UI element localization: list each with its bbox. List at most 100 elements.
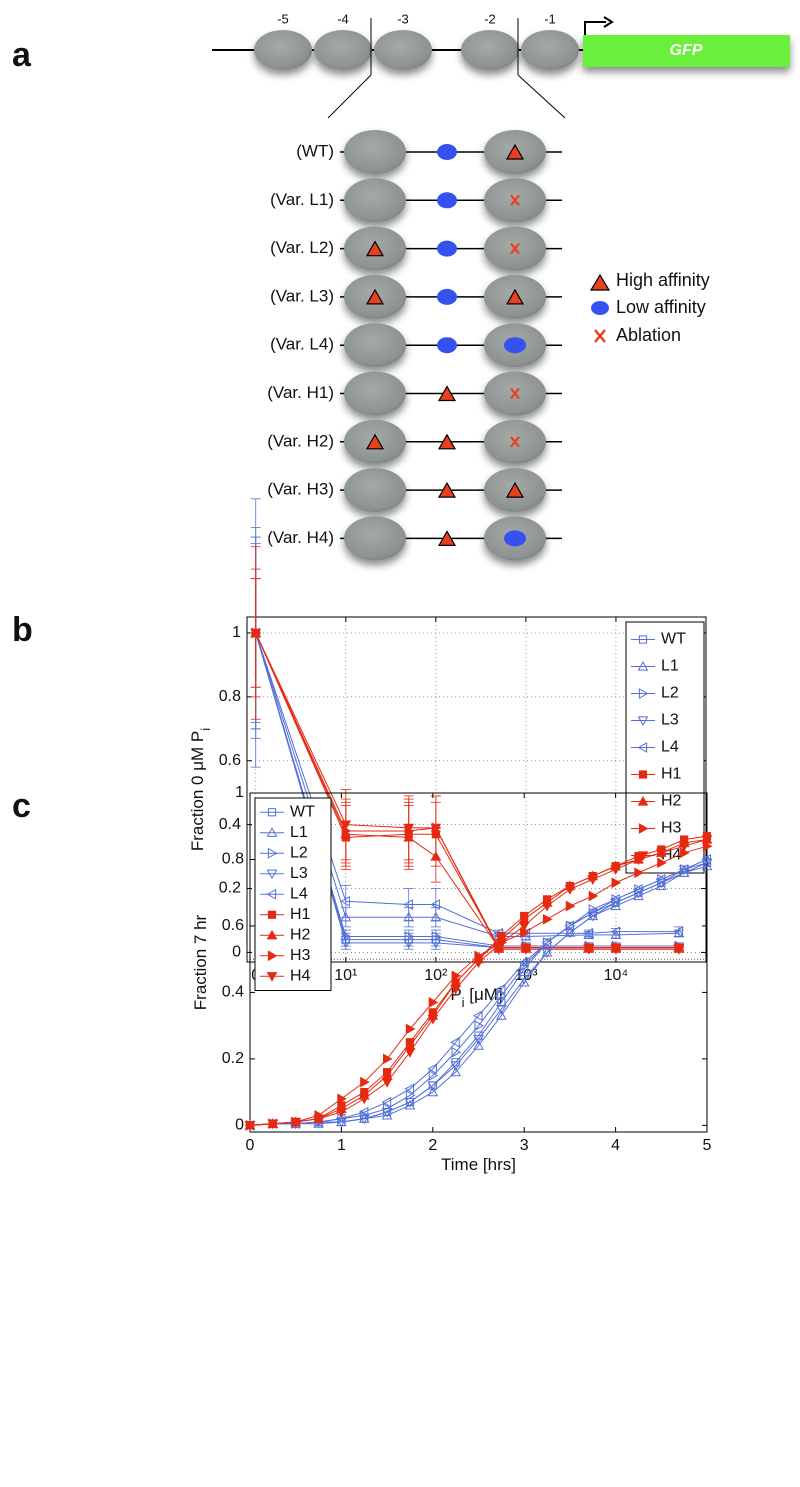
marker	[610, 926, 621, 938]
legend-text: Ablation	[616, 325, 681, 345]
marker	[473, 1034, 484, 1045]
axis-label-part: P	[450, 985, 461, 1004]
axis-label-part: Fraction 7 hr	[191, 914, 210, 1010]
marker	[611, 877, 622, 889]
marker	[403, 899, 413, 910]
site-low	[437, 337, 457, 354]
marker	[340, 938, 352, 949]
marker	[701, 860, 713, 871]
site-low	[437, 144, 457, 160]
marker	[427, 1081, 439, 1092]
marker	[564, 920, 574, 932]
series-line	[249, 862, 708, 1126]
marker	[610, 894, 620, 905]
marker	[610, 929, 622, 939]
legend-label: L3	[290, 865, 308, 882]
marker	[655, 848, 667, 859]
marker	[427, 1086, 439, 1097]
y-tick-label: 0	[232, 944, 241, 961]
site-high	[505, 143, 525, 160]
site-ablation	[510, 387, 520, 400]
axis-label-part: [μM]	[465, 985, 503, 1004]
marker	[496, 1010, 507, 1020]
site-high	[505, 481, 525, 498]
marker	[340, 911, 352, 922]
marker	[655, 874, 666, 885]
legend-text: High affinity	[616, 270, 710, 290]
marker	[403, 938, 415, 949]
axis-label-part: i	[462, 995, 465, 1010]
marker	[541, 948, 553, 959]
marker	[451, 1046, 462, 1058]
legend-icon-ablation	[594, 329, 606, 343]
variant-label: (Var. L2)	[270, 238, 334, 257]
legend-label: WT	[661, 631, 686, 648]
variant-label: (Var. L1)	[270, 190, 334, 209]
marker	[340, 820, 352, 831]
marker	[381, 1078, 393, 1088]
marker	[583, 927, 593, 939]
marker	[430, 911, 442, 922]
site-high	[437, 481, 457, 498]
marker	[450, 1036, 460, 1048]
marker	[337, 1093, 347, 1105]
charts: b00.20.40.60.81010¹10²10³10⁴Pi [μM]Fract…	[12, 498, 713, 1174]
marker	[633, 890, 644, 901]
axis-label-part: i	[198, 728, 213, 731]
y-tick-label: 1	[232, 624, 241, 641]
marker	[250, 628, 262, 639]
legend-label: L1	[661, 658, 679, 675]
marker	[428, 997, 439, 1008]
legend-label: H2	[661, 793, 682, 810]
marker	[358, 1094, 370, 1105]
y-tick-label: 0	[235, 1117, 244, 1134]
x-tick-label: 2	[428, 1137, 437, 1154]
x-tick-label: 10²	[424, 967, 448, 984]
marker	[518, 921, 530, 932]
marker	[358, 1106, 369, 1118]
marker	[267, 1119, 279, 1130]
marker	[430, 823, 442, 834]
marker	[673, 926, 683, 938]
marker	[638, 635, 648, 644]
marker	[565, 900, 576, 912]
legend-icon-high	[589, 273, 611, 291]
marker	[430, 899, 440, 910]
legend-label: L2	[661, 685, 679, 702]
marker	[637, 795, 649, 806]
marker	[430, 938, 442, 949]
marker	[244, 1121, 256, 1131]
marker	[473, 958, 484, 969]
series-line	[249, 865, 708, 1126]
tss-arrowhead	[603, 16, 614, 28]
gene-label: GFP	[670, 42, 703, 59]
marker	[588, 903, 599, 915]
y-tick-label: 1	[235, 784, 244, 801]
legend-icon-low	[591, 301, 609, 315]
marker	[638, 770, 648, 779]
x-tick-label: 0	[246, 1137, 255, 1154]
nucleosome	[521, 30, 579, 70]
site-low	[504, 530, 526, 547]
x-tick-label: 10¹	[334, 967, 357, 984]
marker	[405, 1090, 416, 1101]
axes-box	[249, 792, 708, 1133]
marker	[404, 1099, 416, 1110]
nucleosome-label: -1	[544, 11, 556, 26]
marker	[381, 1109, 393, 1120]
marker	[637, 742, 648, 753]
nucleosome	[344, 516, 406, 561]
legend-label: H1	[661, 766, 682, 783]
marker	[267, 847, 278, 859]
marker	[428, 1070, 439, 1081]
marker	[495, 983, 506, 995]
axis-label: Fraction 7 hr	[191, 914, 210, 1010]
y-tick-label: 0.6	[222, 917, 244, 934]
site-ablation	[510, 194, 520, 206]
diagram-legend: High affinity Low affinity Ablation	[589, 270, 710, 345]
marker	[678, 842, 690, 852]
legend-label: WT	[290, 803, 315, 820]
axis-label-part: Fraction 0 μM P	[188, 731, 207, 851]
site-high	[505, 288, 525, 305]
